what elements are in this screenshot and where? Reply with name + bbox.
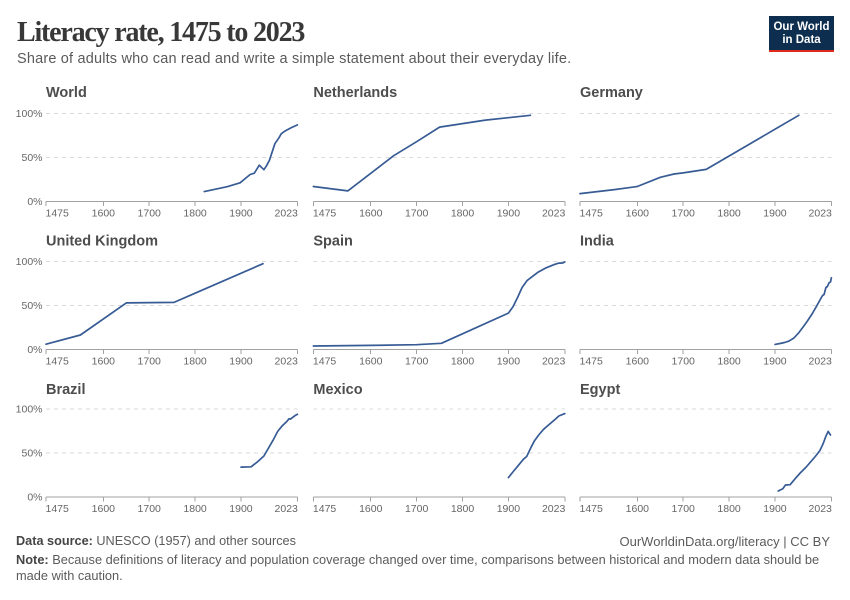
svg-text:United Kingdom: United Kingdom	[46, 234, 158, 250]
svg-text:1700: 1700	[138, 503, 162, 515]
svg-text:1700: 1700	[405, 208, 429, 220]
svg-text:1475: 1475	[580, 503, 604, 515]
svg-text:1700: 1700	[672, 208, 696, 220]
svg-text:50%: 50%	[21, 448, 42, 460]
svg-text:1600: 1600	[359, 356, 383, 368]
svg-text:1600: 1600	[92, 356, 116, 368]
svg-text:1600: 1600	[92, 208, 116, 220]
svg-text:1700: 1700	[405, 503, 429, 515]
svg-text:1900: 1900	[497, 208, 521, 220]
svg-text:50%: 50%	[21, 152, 42, 164]
svg-text:1475: 1475	[46, 503, 70, 515]
svg-text:2023: 2023	[809, 208, 833, 220]
svg-text:1475: 1475	[313, 208, 337, 220]
svg-text:0%: 0%	[27, 344, 42, 356]
svg-text:1700: 1700	[138, 356, 162, 368]
svg-text:India: India	[580, 234, 615, 250]
svg-text:2023: 2023	[542, 503, 566, 515]
svg-text:1600: 1600	[626, 503, 650, 515]
svg-text:1800: 1800	[183, 503, 207, 515]
svg-text:100%: 100%	[16, 108, 43, 120]
svg-text:1800: 1800	[451, 208, 475, 220]
svg-text:2023: 2023	[809, 503, 833, 515]
svg-text:1900: 1900	[497, 356, 521, 368]
svg-text:1800: 1800	[451, 356, 475, 368]
svg-text:1475: 1475	[580, 356, 604, 368]
svg-text:1800: 1800	[451, 503, 475, 515]
svg-text:Netherlands: Netherlands	[313, 85, 397, 101]
svg-text:1700: 1700	[138, 208, 162, 220]
svg-text:1700: 1700	[672, 503, 696, 515]
svg-text:Egypt: Egypt	[580, 382, 620, 398]
svg-text:1900: 1900	[763, 503, 787, 515]
svg-text:1600: 1600	[359, 208, 383, 220]
svg-text:1900: 1900	[497, 503, 521, 515]
svg-text:1900: 1900	[763, 356, 787, 368]
svg-text:Spain: Spain	[313, 234, 352, 250]
svg-text:100%: 100%	[16, 404, 43, 416]
svg-text:0%: 0%	[27, 492, 42, 504]
svg-text:2023: 2023	[542, 356, 566, 368]
svg-text:1600: 1600	[626, 208, 650, 220]
svg-text:1800: 1800	[183, 208, 207, 220]
svg-text:1700: 1700	[405, 356, 429, 368]
svg-text:Mexico: Mexico	[313, 382, 362, 398]
svg-text:1600: 1600	[92, 503, 116, 515]
svg-text:Brazil: Brazil	[46, 382, 86, 398]
svg-text:1900: 1900	[763, 208, 787, 220]
svg-text:1475: 1475	[46, 356, 70, 368]
svg-text:1475: 1475	[313, 356, 337, 368]
svg-text:2023: 2023	[542, 208, 566, 220]
svg-text:1900: 1900	[229, 503, 253, 515]
svg-text:1600: 1600	[359, 503, 383, 515]
svg-text:1800: 1800	[717, 356, 741, 368]
svg-text:1800: 1800	[717, 208, 741, 220]
svg-text:2023: 2023	[809, 356, 833, 368]
svg-text:1475: 1475	[580, 208, 604, 220]
svg-text:2023: 2023	[275, 356, 299, 368]
svg-text:1475: 1475	[313, 503, 337, 515]
svg-text:1600: 1600	[626, 356, 650, 368]
svg-text:2023: 2023	[275, 503, 299, 515]
svg-text:1700: 1700	[672, 356, 696, 368]
svg-text:1475: 1475	[46, 208, 70, 220]
svg-text:50%: 50%	[21, 300, 42, 312]
svg-text:0%: 0%	[27, 196, 42, 208]
svg-text:World: World	[46, 85, 87, 101]
svg-text:1800: 1800	[717, 503, 741, 515]
svg-text:2023: 2023	[275, 208, 299, 220]
svg-text:1900: 1900	[229, 208, 253, 220]
svg-text:1800: 1800	[183, 356, 207, 368]
svg-text:Germany: Germany	[580, 85, 643, 101]
svg-text:100%: 100%	[16, 256, 43, 268]
svg-text:1900: 1900	[229, 356, 253, 368]
